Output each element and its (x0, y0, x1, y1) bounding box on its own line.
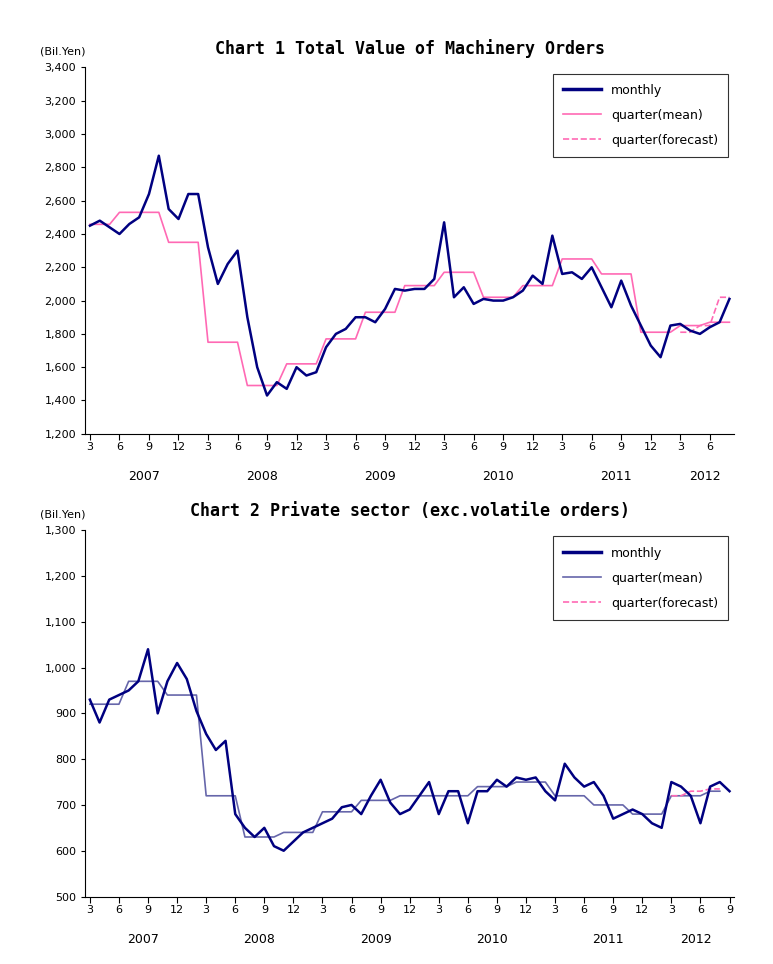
Text: 2009: 2009 (364, 470, 396, 483)
Text: 2007: 2007 (128, 933, 159, 946)
Text: 2011: 2011 (593, 933, 624, 946)
Text: 2012: 2012 (689, 470, 720, 483)
Text: 2008: 2008 (243, 933, 275, 946)
Text: 2009: 2009 (360, 933, 392, 946)
Text: 2011: 2011 (601, 470, 632, 483)
Text: 2010: 2010 (476, 933, 508, 946)
Text: 2007: 2007 (128, 470, 160, 483)
Text: 2008: 2008 (246, 470, 278, 483)
Text: (Bil.Yen): (Bil.Yen) (39, 509, 85, 520)
Legend: monthly, quarter(mean), quarter(forecast): monthly, quarter(mean), quarter(forecast… (553, 73, 728, 157)
Legend: monthly, quarter(mean), quarter(forecast): monthly, quarter(mean), quarter(forecast… (553, 536, 728, 620)
Title: Chart 2 Private sector (exc.volatile orders): Chart 2 Private sector (exc.volatile ord… (189, 502, 630, 521)
Text: (Bil.Yen): (Bil.Yen) (39, 46, 85, 57)
Title: Chart 1 Total Value of Machinery Orders: Chart 1 Total Value of Machinery Orders (215, 39, 604, 58)
Text: 2012: 2012 (679, 933, 711, 946)
Text: 2010: 2010 (482, 470, 514, 483)
